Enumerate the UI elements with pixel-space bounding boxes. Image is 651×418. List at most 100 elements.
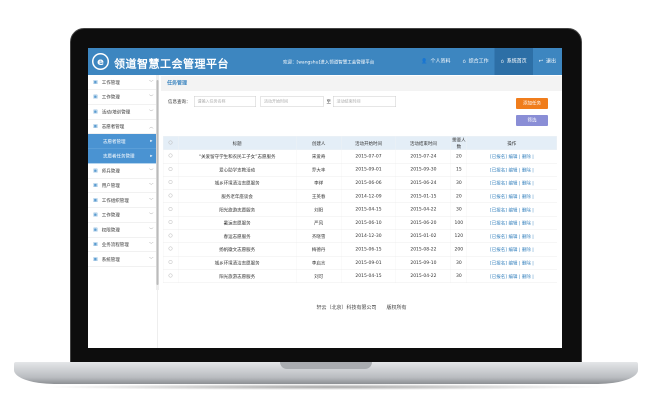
delete-link[interactable]: 删除 xyxy=(521,261,531,267)
end-time-input[interactable]: 活动结束时间 xyxy=(333,96,396,107)
delete-link[interactable]: 删除 xyxy=(521,167,531,173)
edit-link[interactable]: 编辑 xyxy=(508,167,518,173)
folder-icon: ▣ xyxy=(93,212,98,218)
cell-title: “关爱留守学生和农民工子女”志愿服务 xyxy=(177,149,297,164)
sidebar-subitem[interactable]: 志愿者任务管理 ▸ xyxy=(88,148,158,164)
sidebar-item[interactable]: ▣ 业务流程管理 ﹀ xyxy=(88,237,158,252)
logout-icon: ↩ xyxy=(538,58,543,65)
cell-count: 30 xyxy=(450,176,467,190)
cell-count: 30 xyxy=(450,202,467,217)
sidebar-item-label: 用户管理 xyxy=(101,183,120,189)
chevron-down-icon: ﹀ xyxy=(148,95,154,101)
cell-count: 30 xyxy=(450,269,467,283)
edit-link[interactable]: 编辑 xyxy=(508,207,518,213)
row-checkbox[interactable] xyxy=(163,216,179,230)
signed-link[interactable]: [已报名] xyxy=(490,274,508,280)
sidebar-item[interactable]: ▣ 志愿者管理 ︿ xyxy=(88,119,158,134)
cell-start: 2014-12-30 xyxy=(340,229,396,244)
sidebar-item[interactable]: ▣ 系统管理 ﹀ xyxy=(88,252,158,267)
signed-link[interactable]: [已报名] xyxy=(490,261,508,267)
edit-link[interactable]: 编辑 xyxy=(508,181,518,187)
sidebar-subitem[interactable]: 志愿者管理 ▸ xyxy=(88,134,158,149)
cell-creator: 宋爱奇 xyxy=(295,149,342,164)
sidebar-item[interactable]: ▣ 工作管理 ﹀ xyxy=(88,90,158,105)
sidebar-item[interactable]: ▣ 师兵管理 ﹀ xyxy=(88,164,158,179)
row-checkbox[interactable] xyxy=(163,256,179,270)
delete-link[interactable]: 删除 xyxy=(521,207,531,213)
cell-count: 100 xyxy=(450,216,467,230)
sidebar-item[interactable]: ▣ 权限管理 ﹀ xyxy=(88,223,158,238)
edit-link[interactable]: 编辑 xyxy=(508,194,518,200)
row-checkbox[interactable] xyxy=(163,202,179,217)
delete-link[interactable]: 删除 xyxy=(521,221,531,227)
cell-end: 2015-01-02 xyxy=(395,229,451,244)
app-screen: e 领道智慧工会管理平台 欢迎：[wangshu]进入领道智慧工会管理平台 👤 个… xyxy=(88,48,562,348)
edit-link[interactable]: 编辑 xyxy=(508,247,518,253)
row-checkbox[interactable] xyxy=(163,229,179,244)
top-nav: 👤 个人资料 ⌂ 综合工作 ⌂ 系统首页 ↩ 退出 xyxy=(415,48,562,75)
cell-creator: 王英春 xyxy=(295,189,342,204)
delete-link[interactable]: 删除 xyxy=(521,194,531,200)
table-row: 春运志愿服务 齐晓雪 2014-12-30 2015-01-02 120 [已报名] 编辑… xyxy=(163,229,557,244)
task-name-input[interactable]: 请输入任务名称 xyxy=(194,96,256,107)
signed-link[interactable]: [已报名] xyxy=(490,221,508,227)
signed-link[interactable]: [已报名] xyxy=(490,154,508,160)
sidebar-item[interactable]: ▣ 工作组织管理 ﹀ xyxy=(88,193,158,208)
add-task-button[interactable]: 添加任务 xyxy=(516,98,548,109)
edit-link[interactable]: 编辑 xyxy=(508,261,518,267)
sidebar-item-label: 工作管理 xyxy=(101,80,120,86)
table-row: “关爱留守学生和农民工子女”志愿服务 宋爱奇 2015-07-07 2015-07-2… xyxy=(163,149,557,164)
delete-link[interactable]: 删除 xyxy=(521,154,531,160)
sidebar-item[interactable]: ▣ 活动/培训管理 ﹀ xyxy=(88,105,158,120)
row-checkbox[interactable] xyxy=(163,163,179,177)
nav-work[interactable]: ⌂ 综合工作 xyxy=(456,48,494,75)
chevron-down-icon: ﹀ xyxy=(148,183,154,189)
delete-link[interactable]: 删除 xyxy=(521,247,531,253)
signed-link[interactable]: [已报名] xyxy=(490,194,508,200)
select-all-checkbox[interactable] xyxy=(163,136,179,150)
cell-start: 2015-04-15 xyxy=(340,202,396,217)
nav-home[interactable]: ⌂ 系统首页 xyxy=(494,48,533,75)
nav-logout[interactable]: ↩ 退出 xyxy=(533,48,562,75)
cell-actions: [已报名] 编辑 | 删除 | xyxy=(466,202,557,217)
sidebar-scrollbar[interactable] xyxy=(156,75,159,290)
signed-link[interactable]: [已报名] xyxy=(490,247,508,253)
logo-icon: e xyxy=(92,53,109,70)
row-checkbox[interactable] xyxy=(163,269,179,283)
footer-copyright: 轩云（北京）科技有限公司 版权所有 xyxy=(316,305,407,311)
sidebar-item-label: 师兵管理 xyxy=(101,168,120,174)
edit-link[interactable]: 编辑 xyxy=(508,234,518,240)
sidebar-item-label: 工作管理 xyxy=(101,95,120,101)
sidebar-item[interactable]: ▣ 用户管理 ﹀ xyxy=(88,178,158,193)
cell-title: 春运志愿服务 xyxy=(177,229,297,244)
sidebar-item[interactable]: ▣ 工作管理 ﹀ xyxy=(88,75,158,90)
row-checkbox[interactable] xyxy=(163,189,179,204)
folder-icon: ▣ xyxy=(93,94,98,100)
delete-link[interactable]: 删除 xyxy=(521,274,531,280)
sidebar-item-label: 权限管理 xyxy=(101,227,120,233)
row-checkbox[interactable] xyxy=(163,242,179,257)
cell-start: 2014-12-09 xyxy=(340,189,396,204)
cell-count: 15 xyxy=(450,163,467,177)
signed-link[interactable]: [已报名] xyxy=(490,207,508,213)
start-time-input[interactable]: 活动开始时间 xyxy=(260,96,324,107)
delete-link[interactable]: 删除 xyxy=(521,234,531,240)
edit-link[interactable]: 编辑 xyxy=(508,221,518,227)
filter-button[interactable]: 筛选 xyxy=(516,115,548,126)
signed-link[interactable]: [已报名] xyxy=(490,181,508,187)
signed-link[interactable]: [已报名] xyxy=(490,167,508,173)
row-checkbox[interactable] xyxy=(163,176,179,190)
chevron-down-icon: ﹀ xyxy=(148,168,154,174)
sidebar-item[interactable]: ▣ 工作管理 ﹀ xyxy=(88,208,158,223)
delete-link[interactable]: 删除 xyxy=(521,181,531,187)
signed-link[interactable]: [已报名] xyxy=(490,234,508,240)
laptop-notch xyxy=(280,362,372,369)
cell-actions: [已报名] 编辑 | 删除 | xyxy=(466,189,557,204)
nav-profile[interactable]: 👤 个人资料 xyxy=(415,48,456,75)
cell-title: 城乡环境清洁志愿服务 xyxy=(177,256,297,270)
column-header: 操作 xyxy=(466,136,557,150)
edit-link[interactable]: 编辑 xyxy=(508,274,518,280)
row-checkbox[interactable] xyxy=(163,149,179,164)
user-icon: 👤 xyxy=(421,58,428,65)
edit-link[interactable]: 编辑 xyxy=(508,154,518,160)
